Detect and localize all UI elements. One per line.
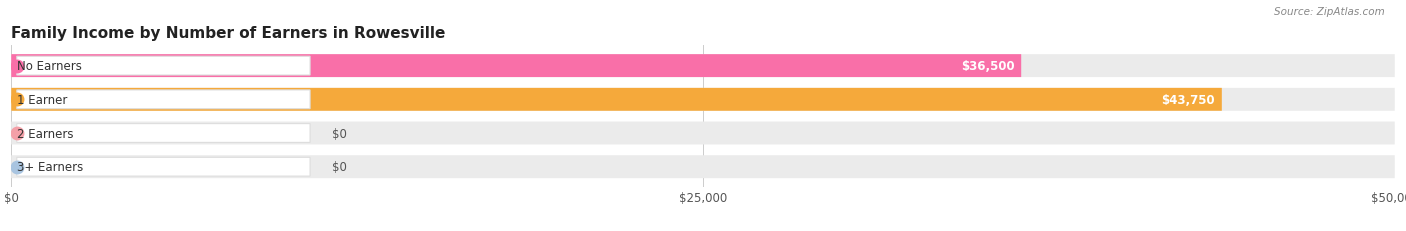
Text: No Earners: No Earners <box>17 60 82 73</box>
FancyBboxPatch shape <box>11 55 1021 78</box>
Text: 3+ Earners: 3+ Earners <box>17 161 83 173</box>
FancyBboxPatch shape <box>17 57 311 76</box>
FancyBboxPatch shape <box>17 124 311 143</box>
FancyBboxPatch shape <box>11 122 1395 145</box>
FancyBboxPatch shape <box>11 55 1395 78</box>
FancyBboxPatch shape <box>11 88 1222 111</box>
FancyBboxPatch shape <box>11 155 1395 178</box>
Text: 1 Earner: 1 Earner <box>17 93 67 106</box>
Text: 2 Earners: 2 Earners <box>17 127 73 140</box>
FancyBboxPatch shape <box>17 91 311 109</box>
Text: Source: ZipAtlas.com: Source: ZipAtlas.com <box>1274 7 1385 17</box>
FancyBboxPatch shape <box>11 88 1395 111</box>
Text: $0: $0 <box>332 161 347 173</box>
Text: $0: $0 <box>332 127 347 140</box>
Text: $43,750: $43,750 <box>1161 93 1215 106</box>
Text: $36,500: $36,500 <box>960 60 1014 73</box>
FancyBboxPatch shape <box>17 158 311 176</box>
Text: Family Income by Number of Earners in Rowesville: Family Income by Number of Earners in Ro… <box>11 26 446 41</box>
